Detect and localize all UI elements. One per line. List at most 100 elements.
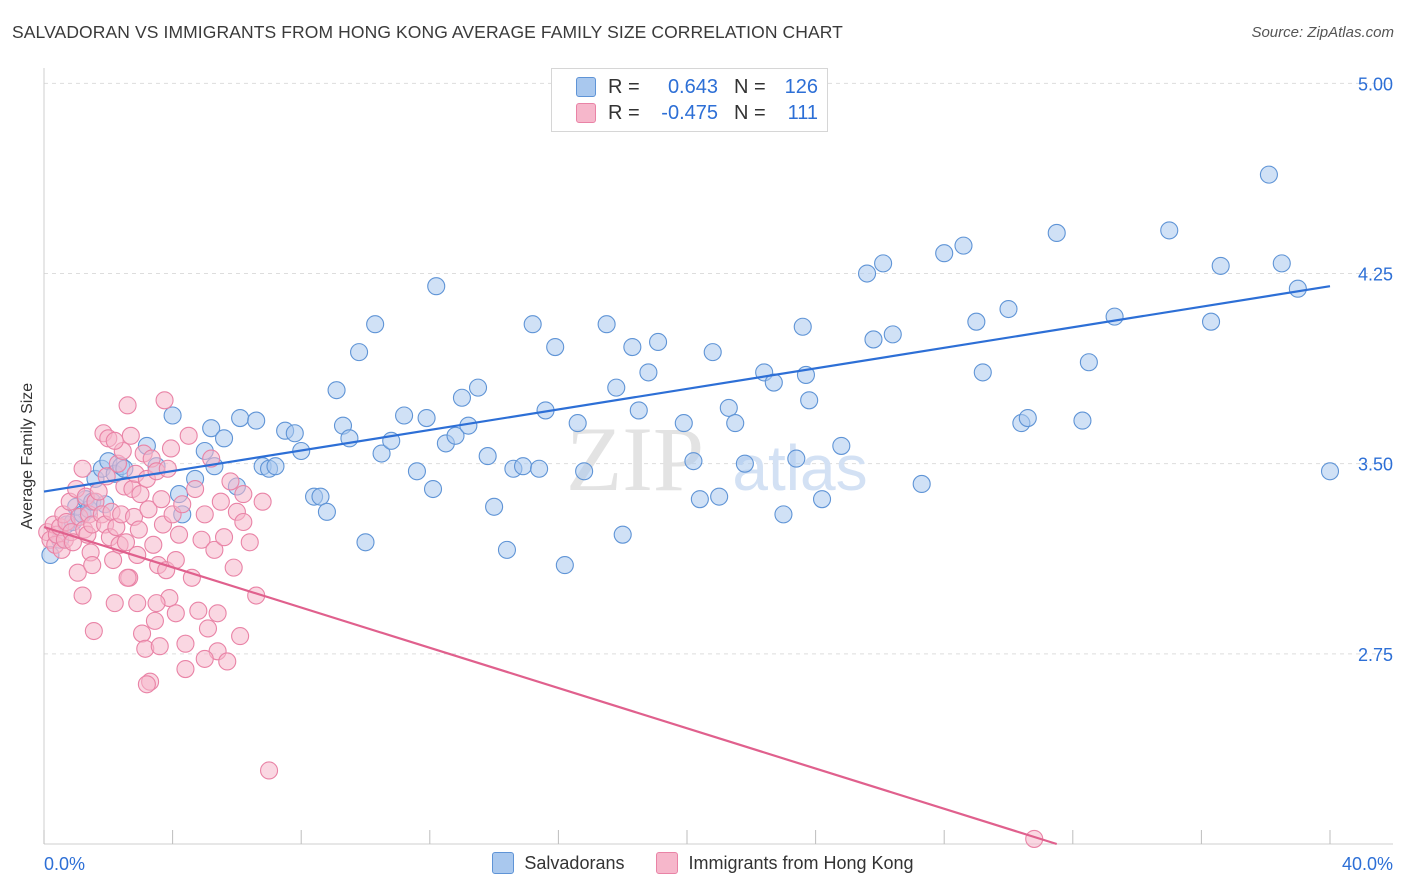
salvadoran-point [202,419,221,438]
salvadoran-point [935,244,954,263]
hong-kong-point [176,660,195,679]
salvadoran-point [623,337,642,357]
salvadorans-points [41,165,1340,575]
hong-kong-point [139,500,158,519]
salvadoran-point [1018,408,1037,428]
hong-kong-point [68,563,87,582]
hong-kong-point [116,533,136,552]
salvadoran-point [366,315,385,334]
hong-kong-point [133,624,152,643]
salvadoran-point [973,363,992,382]
hong-kong-point [224,558,243,577]
hong-kong-point [176,634,195,653]
salvadoran-point [649,332,668,352]
salvadoran-point [555,556,574,575]
salvadoran-point [446,426,465,445]
salvadoran-point [719,398,738,417]
hong-kong-point [128,594,147,613]
salvadoran-point [883,325,902,344]
salvadoran-point [523,315,542,334]
hong-kong-point [84,621,103,641]
salvadoran-point [857,264,877,283]
salvadoran-point [613,525,632,544]
salvadoran-point [468,378,488,397]
n-value: 126 [784,75,818,98]
salvadoran-point [967,312,986,331]
hong-kong-point [105,594,124,613]
salvadoran-point [639,363,658,382]
hong-kong-point [234,512,253,532]
salvadoran-point [575,462,594,481]
hong-kong-trend-line [43,526,1058,846]
salvadoran-point [703,343,722,362]
salvadoran-point [427,277,446,296]
salvadoran-point [214,429,234,448]
r-label: R = [608,101,640,124]
y-tick-label: 2.75 [1358,645,1393,665]
y-tick-label: 4.25 [1358,265,1393,285]
legend-item-salvadorans: Salvadorans [492,852,624,874]
salvadoran-point [485,497,504,516]
hong-kong-point [208,604,227,623]
legend-row-salvadorans: R = 0.643 N = 126 [576,74,818,100]
salvadoran-point [163,406,182,425]
hong-kong-point [214,528,234,547]
salvadoran-point [1320,462,1340,481]
salvadoran-point [530,459,549,478]
hong-kong-point [211,492,230,511]
salvadoran-point [327,381,346,400]
hong-kong-point [169,525,189,544]
salvadoran-point [417,408,436,428]
salvadoran-point [285,424,304,443]
salvadoran-point [372,444,391,463]
hong-kong-point [221,472,240,491]
n-label: N = [734,101,766,124]
salvadoran-point [1160,221,1179,240]
hong-kong-point [73,586,92,605]
salvadoran-point [1211,256,1230,275]
salvadoran-point [452,388,472,407]
salvadoran-point [800,391,819,410]
salvadoran-point [999,299,1018,319]
hong-kong-point [161,439,181,458]
salvadoran-point [912,474,931,494]
legend-swatch-pink [576,103,596,123]
hong-kong-points [38,391,1044,848]
source-label: Source: ZipAtlas.com [1251,24,1394,41]
hong-kong-point [89,482,108,501]
salvadoran-point [231,408,250,428]
hong-kong-point [186,479,205,499]
salvadoran-point [350,343,369,362]
hong-kong-point [104,550,123,570]
x-tick-label-max: 40.0% [1342,854,1393,874]
salvadoran-point [735,454,754,473]
salvadoran-point [1288,279,1307,298]
x-ticks [43,830,1331,844]
r-value: -0.475 [661,101,718,124]
salvadoran-point [1201,312,1221,331]
salvadoran-point [317,502,336,521]
y-axis-label: Average Family Size [19,382,36,530]
salvadoran-point [597,315,616,334]
hong-kong-point [131,485,150,504]
n-value: 111 [787,101,818,124]
salvadoran-point [247,411,266,430]
hong-kong-point [202,449,221,468]
salvadoran-point [710,487,729,506]
legend-swatch-blue [576,77,596,97]
salvadoran-point [478,447,497,466]
hong-kong-point [182,568,201,587]
salvadoran-point [1079,353,1098,372]
salvadoran-point [568,414,587,433]
hong-kong-point [152,490,171,509]
hong-kong-point [179,426,198,445]
salvadoran-point [356,533,375,552]
hong-kong-point [259,761,279,780]
hong-kong-point [129,520,148,539]
salvadoran-point [874,254,893,273]
hong-kong-point [147,594,166,613]
salvadoran-point [607,378,626,397]
salvadoran-point [513,457,533,476]
r-value: 0.643 [667,75,718,98]
